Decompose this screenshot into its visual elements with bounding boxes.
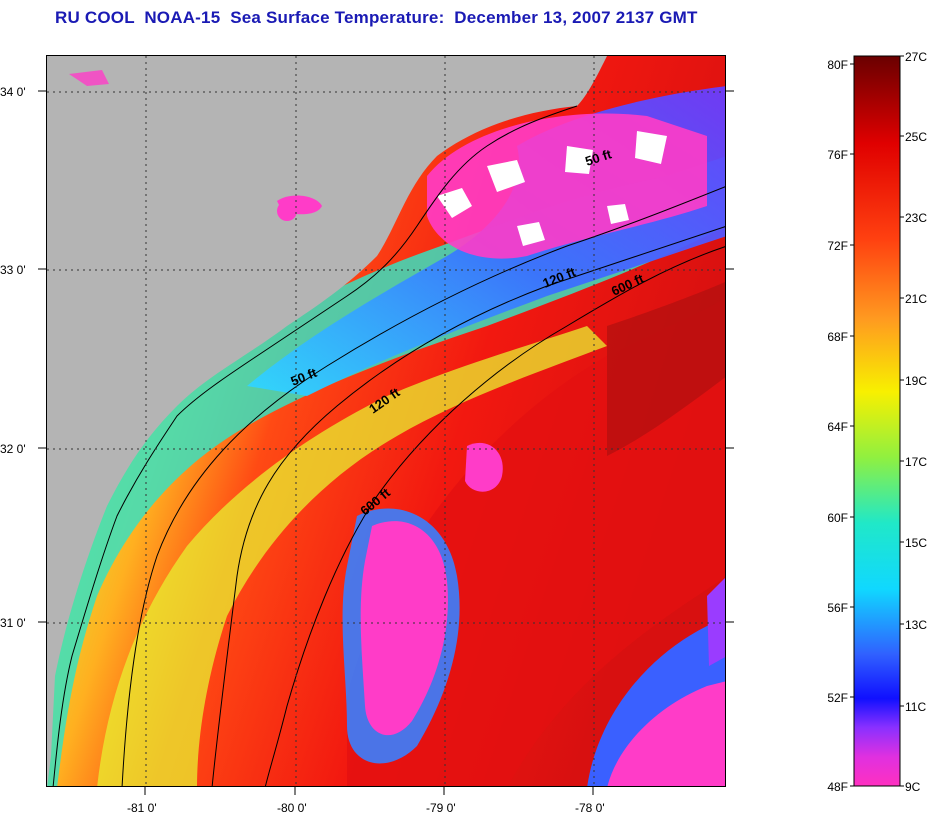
colorbar-f-48: 48F [827,780,848,794]
colorbar-c-21: 21C [905,292,927,306]
colorbar-f-64: 64F [827,420,848,434]
sst-map-canvas: 50 ft 120 ft 600 ft 50 ft 120 ft 600 ft [47,56,725,786]
lon-tick-81: -81 0' [127,801,157,815]
purple-strip-east [707,578,725,666]
temperature-colorbar: 80F 76F 72F 68F 64F 60F 56F 52F 48F 27C … [827,50,927,794]
lon-tick-79: -79 0' [426,801,456,815]
coastline [52,105,578,786]
colorbar-c-11: 11C [905,700,926,714]
colorbar-f-68: 68F [827,330,848,344]
hot-band [607,281,725,456]
magenta-patch-southeast [607,681,725,786]
small-eddy [465,442,503,492]
colorbar-c-9: 9C [905,780,921,794]
lon-tick-78: -78 0' [575,801,605,815]
colorbar-c-27: 27C [905,50,927,64]
lake-north [69,70,109,86]
lon-tick-80: -80 0' [277,801,307,815]
grid-lines [47,56,725,786]
colorbar-f-52: 52F [827,691,848,705]
colorbar-c-25: 25C [905,130,927,144]
lat-tick-32: 32 0' [0,442,26,456]
colorbar-f-72: 72F [827,239,848,253]
map-title: RU COOL NOAA-15 Sea Surface Temperature:… [55,8,698,27]
colorbar-f-56: 56F [827,601,848,615]
colorbar-c-23: 23C [905,211,927,225]
lat-tick-31: 31 0' [0,616,26,630]
colorbar-c-17: 17C [905,455,927,469]
lat-tick-33: 33 0' [0,263,26,277]
land-mass [47,56,607,786]
colorbar-c-15: 15C [905,536,927,550]
contour-600ft [264,246,725,786]
lat-tick-34: 34 0' [0,85,26,99]
colorbar-gradient [853,55,901,787]
yellow-band [97,326,607,786]
colorbar-c-13: 13C [905,618,927,632]
sst-map: 50 ft 120 ft 600 ft 50 ft 120 ft 600 ft [46,55,726,787]
colorbar-f-80: 80F [827,58,848,72]
lake-moultrie [277,201,297,221]
cloud-patches-north [437,131,667,246]
colorbar-f-76: 76F [827,148,848,162]
magenta-eddy-center [360,521,448,736]
colorbar-c-19: 19C [905,374,927,388]
contour-50ft [121,186,725,786]
colorbar-f-60: 60F [827,511,848,525]
